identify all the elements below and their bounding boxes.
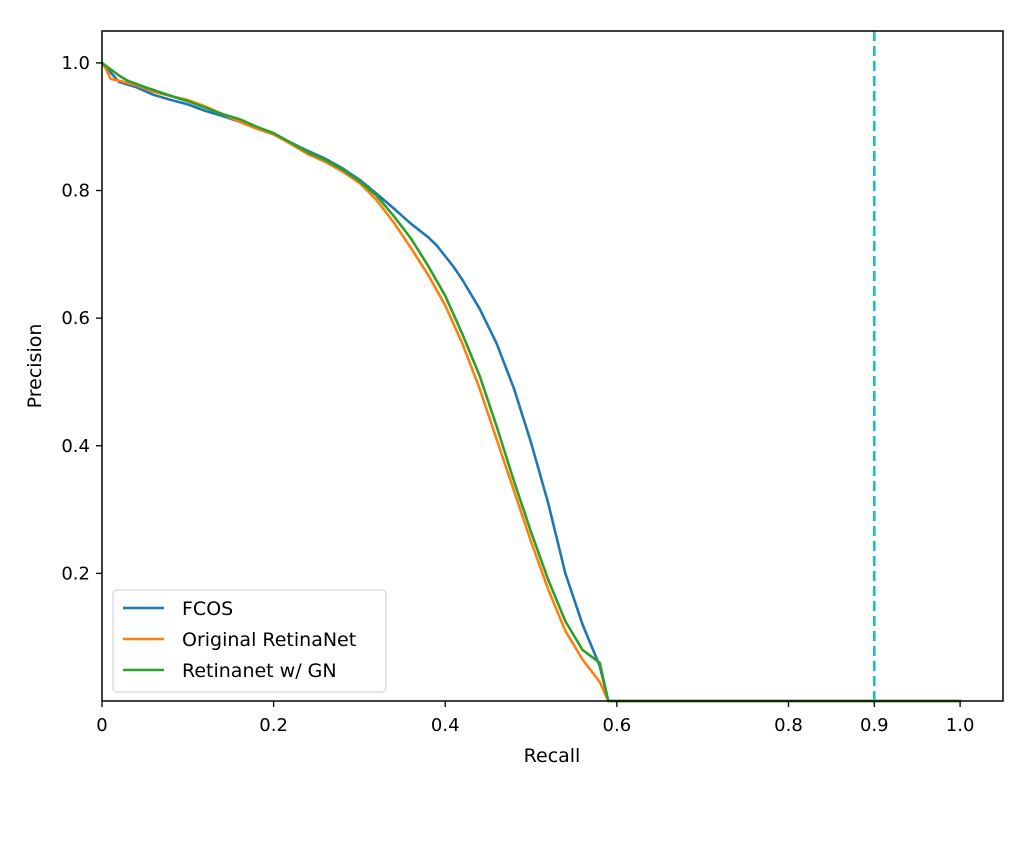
x-tick-label: 0	[96, 715, 107, 736]
legend-label: Retinanet w/ GN	[182, 660, 337, 682]
x-tick-label: 1.0	[946, 715, 975, 736]
x-axis-label: Recall	[524, 745, 581, 767]
x-tick-label: 0.4	[431, 715, 460, 736]
y-axis-ticks: 0.2 0.4 0.6 0.8 1.0	[61, 53, 102, 584]
x-tick-label: 0.8	[774, 715, 803, 736]
series-layer	[100, 31, 962, 703]
y-tick-label: 1.0	[61, 53, 90, 74]
legend-label: FCOS	[182, 598, 233, 620]
legend-box	[112, 589, 387, 693]
series-line-retinanet-w-gn	[100, 61, 962, 703]
plot-frame	[101, 30, 1004, 702]
x-tick-label: 0.2	[259, 715, 288, 736]
plot-area	[100, 30, 1004, 703]
legend-label: Original RetinaNet	[182, 629, 356, 651]
y-tick-label: 0.2	[61, 563, 90, 584]
x-tick-label: 0.6	[603, 715, 632, 736]
x-tick-label: 0.9	[860, 715, 889, 736]
x-axis-ticks: 0 0.2 0.4 0.6 0.8 0.9 1.0	[96, 701, 974, 736]
y-tick-label: 0.6	[61, 308, 90, 329]
y-tick-label: 0.8	[61, 181, 90, 202]
series-line-fcos	[100, 61, 962, 703]
y-tick-label: 0.4	[61, 436, 90, 457]
legend: FCOS Original RetinaNet Retinanet w/ GN	[112, 589, 387, 693]
y-axis-label: Precision	[24, 324, 46, 409]
